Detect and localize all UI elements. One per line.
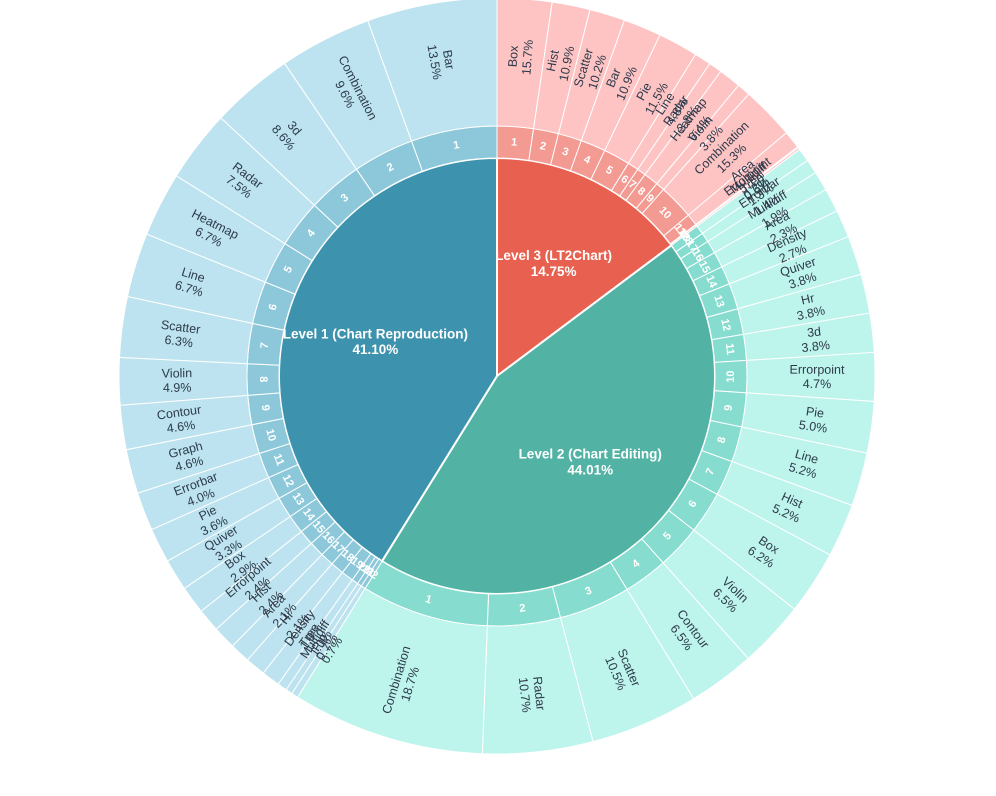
level-2-density-14-index: 14 [703,274,719,291]
level-1-bar-1-outer-segment [367,0,498,142]
level-1-errorbar-11-index: 11 [271,452,286,467]
level-3-pie-5-outer-label: Pie11.5% [630,73,671,117]
level-2-inner-label: Level 2 (Chart Editing) 44.01% [519,447,662,478]
level-2-3d-11-outer-label: 3d3.8% [799,324,831,355]
level-3-box-1-percent: 15.7% [519,39,536,75]
level-2-errorpoint-10-name: Errorpoint [790,363,845,377]
level-2-errorpoint-10-outer-label: Errorpoint 4.7% [790,363,845,392]
level-1-inner-label: Level 1 (Chart Reproduction) 41.10% [283,327,468,358]
level-2-hr-12-percent: 3.8% [795,303,826,323]
level-2-pie-9-percent: 5.0% [798,418,828,436]
level-1-contour-9-index: 9 [259,404,272,412]
level-1-bar-1-name: Bar [440,49,457,71]
level-2-percent: 44.01% [567,462,613,477]
level-2-3d-11-index: 11 [723,343,736,356]
level-2-name: Level 2 (Chart Editing) [519,447,662,462]
level-1-line-6-name: Line [180,265,207,285]
level-2-quiver-13-index: 13 [711,294,726,309]
level-2-3d-11-percent: 3.8% [801,338,831,355]
level-1-graph-10-percent: 4.6% [174,454,205,475]
level-1-bar-1-index: 1 [452,139,460,152]
level-3-errorpoint-12-index: 12 [675,226,692,243]
level-2-box-6-index: 6 [686,498,699,510]
level-1-bar-1-outer-label: Bar13.5% [424,41,458,81]
level-1-contour-9-name: Contour [156,403,202,423]
level-1-pip-22-index: 22 [363,565,380,582]
level-2-pie-9-name: Pie [805,404,825,420]
level-2-hr-12-outer-label: Hr3.8% [792,289,826,323]
level-1-pie-12-index: 12 [280,473,296,489]
level-1-violin-8-percent: 4.9% [163,381,192,395]
level-2-pie-9-outer-label: Pie5.0% [798,404,830,436]
level-1-scatter-7-percent: 6.3% [164,333,194,351]
level-2-hr-12-index: 12 [718,318,732,333]
level-1-pie-12-outer-label: Pie3.6% [192,500,230,538]
level-2-combination-1-index: 1 [424,593,433,606]
level-1-graph-10-outer-label: Graph4.6% [167,439,208,475]
level-1-violin-8-outer-label: Violin4.9% [162,366,193,395]
level-2-hr-12-name: Hr [800,291,816,308]
level-1-tree-20-index: 20 [356,560,373,577]
level-2-tree-18-index: 18 [678,231,695,248]
level-3-bar-4-name: Bar [603,66,623,89]
level-3-box-1-outer-label: Box15.7% [505,38,536,75]
level-1-violin-8-index: 8 [257,376,269,382]
level-2-radar-2-percent: 10.7% [516,677,534,714]
level-2-radar-2-name: Radar [530,676,548,711]
level-1-combination-2-index: 2 [385,161,396,174]
level-3-hist-2-index: 2 [539,140,547,153]
level-2-area-15-index: 15 [696,259,712,275]
level-3-hist-2-outer-label: Hist10.9% [543,42,578,82]
level-3-multidiff-13-index: 13 [675,227,692,244]
level-1-contour-9-percent: 4.6% [166,418,196,436]
level-1-bar-1-percent: 13.5% [424,43,444,80]
level-1-multidiff-21-index: 21 [360,563,377,580]
level-3-hist-2-percent: 10.9% [557,45,578,83]
level-1-violin-8-name: Violin [162,366,193,380]
level-1-quiver-13-index: 13 [290,491,307,508]
level-2-3d-11-name: 3d [806,324,821,340]
level-3-scatter-3-index: 3 [561,146,570,159]
level-3-inner-label: Level 3 (LT2Chart) 14.75% [495,248,612,279]
level-2-hist-7-index: 7 [704,466,717,476]
level-2-radar-2-outer-label: Radar10.7% [516,675,548,713]
level-3-radar-7-index: 7 [626,178,638,191]
level-1-scatter-7-outer-label: Scatter6.3% [158,318,201,351]
level-2-scatter-3-index: 3 [583,585,593,598]
level-3-percent: 14.75% [531,264,577,279]
level-2-pie-9-index: 9 [722,404,735,412]
level-3-box-1-index: 1 [511,136,518,148]
level-1-density-19-index: 19 [348,555,365,572]
level-1-name: Level 1 (Chart Reproduction) [283,327,468,342]
level-3-box-1-name: Box [506,44,522,67]
level-2-line-8-name: Line [793,447,820,467]
level-3-name: Level 3 (LT2Chart) [495,248,612,263]
level-2-errorbar-17-index: 17 [683,238,700,255]
level-3-hist-2-name: Hist [544,48,562,72]
level-1-scatter-7-name: Scatter [160,318,201,337]
level-3-pie-5-index: 5 [604,164,615,177]
level-1-scatter-7-index: 7 [259,342,272,350]
level-1-graph-10-index: 10 [263,428,278,443]
level-2-line-8-index: 8 [715,436,728,445]
level-2-errorpoint-10-percent: 4.7% [803,377,832,391]
level-1-percent: 41.10% [353,342,399,357]
level-1-heatmap-5-index: 5 [282,264,295,275]
level-3-bar-4-index: 4 [582,153,593,167]
level-2-errorpoint-10-index: 10 [725,370,737,382]
level-1-line-6-index: 6 [267,303,280,312]
level-2-multidiff-16-index: 16 [689,247,706,264]
level-3-line-6-index: 6 [619,173,631,186]
level-2-radar-2-index: 2 [519,602,526,615]
level-1-contour-9-outer-label: Contour4.6% [156,403,204,437]
